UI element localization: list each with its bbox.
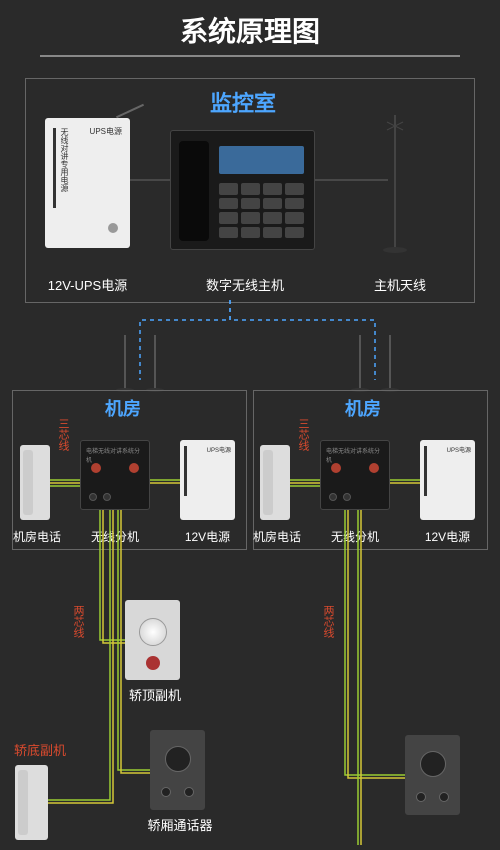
- car-top-caption: 轿顶副机: [115, 685, 195, 704]
- twocore-2-label: 两芯线: [320, 605, 336, 638]
- room-phone-2-caption: 机房电话: [248, 528, 306, 545]
- wireless-ext-2-caption: 无线分机: [320, 528, 390, 545]
- wireless-ext-1-caption: 无线分机: [80, 528, 150, 545]
- machine-room-2-label: 机房: [345, 395, 381, 421]
- room-phone-1-caption: 机房电话: [8, 528, 66, 545]
- threecore-2-label: 三芯线: [295, 418, 311, 451]
- twocore-1-label: 两芯线: [70, 605, 86, 638]
- car-communicator-caption: 轿厢通话器: [135, 815, 225, 834]
- ps-12v-1: UPS电源: [180, 440, 235, 520]
- machine-room-1-label: 机房: [105, 395, 141, 421]
- ps-12v-2: UPS电源: [420, 440, 475, 520]
- wireless-ext-2: 电梯无线对讲系统分机: [320, 440, 390, 510]
- ps-12v-1-caption: 12V电源: [175, 528, 240, 545]
- car-communicator-2: [405, 735, 460, 815]
- ps-12v-2-caption: 12V电源: [415, 528, 480, 545]
- car-communicator: [150, 730, 205, 810]
- car-top-unit: [125, 600, 180, 680]
- threecore-1-label: 三芯线: [55, 418, 71, 451]
- room-phone-1: [20, 445, 50, 520]
- car-bottom-caption: 轿底副机: [5, 740, 75, 759]
- wireless-ext-1: 电梯无线对讲系统分机: [80, 440, 150, 510]
- car-bottom-phone: [15, 765, 48, 840]
- room-phone-2: [260, 445, 290, 520]
